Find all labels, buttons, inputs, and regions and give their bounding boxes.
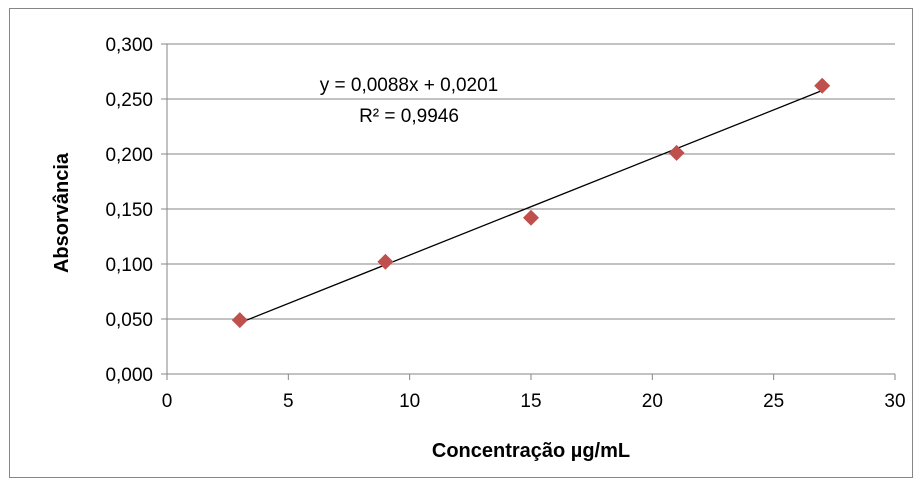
trendline-group (239, 89, 823, 324)
trendline (239, 89, 823, 324)
trendline-r2: R² = 0,9946 (359, 106, 459, 127)
y-tick-label: 0,150 (105, 200, 153, 221)
data-point (231, 312, 248, 329)
x-tick-label: 20 (642, 391, 663, 412)
data-point (668, 144, 685, 161)
y-tick-label: 0,300 (105, 35, 153, 56)
y-tick-label: 0,000 (105, 365, 153, 386)
x-tick-label: 10 (399, 391, 420, 412)
data-point (523, 209, 539, 226)
axes (161, 43, 896, 380)
chart-frame (9, 8, 913, 478)
y-tick-label: 0,100 (105, 255, 153, 276)
y-tick-labels: 0,000 0,050 0,100 0,150 0,200 0,250 0,300 (105, 35, 153, 386)
trendline-equation: y = 0,0088x + 0,0201 (320, 75, 499, 96)
x-tick-label: 25 (763, 391, 784, 412)
x-tick-labels: 0 5 10 15 20 25 30 (162, 391, 906, 412)
x-tick-label: 0 (162, 391, 173, 412)
data-point (814, 77, 831, 94)
y-tick-label: 0,050 (105, 310, 153, 331)
x-tick-label: 30 (884, 391, 905, 412)
data-points (231, 77, 831, 329)
x-tick-label: 5 (283, 391, 294, 412)
y-tick-label: 0,200 (105, 145, 153, 166)
data-point (377, 253, 394, 270)
y-axis-title: Absorvância (51, 152, 73, 273)
y-tick-label: 0,250 (105, 90, 153, 111)
x-tick-label: 15 (520, 391, 541, 412)
grid-lines (167, 43, 895, 320)
x-axis-title: Concentração µg/mL (432, 440, 630, 462)
